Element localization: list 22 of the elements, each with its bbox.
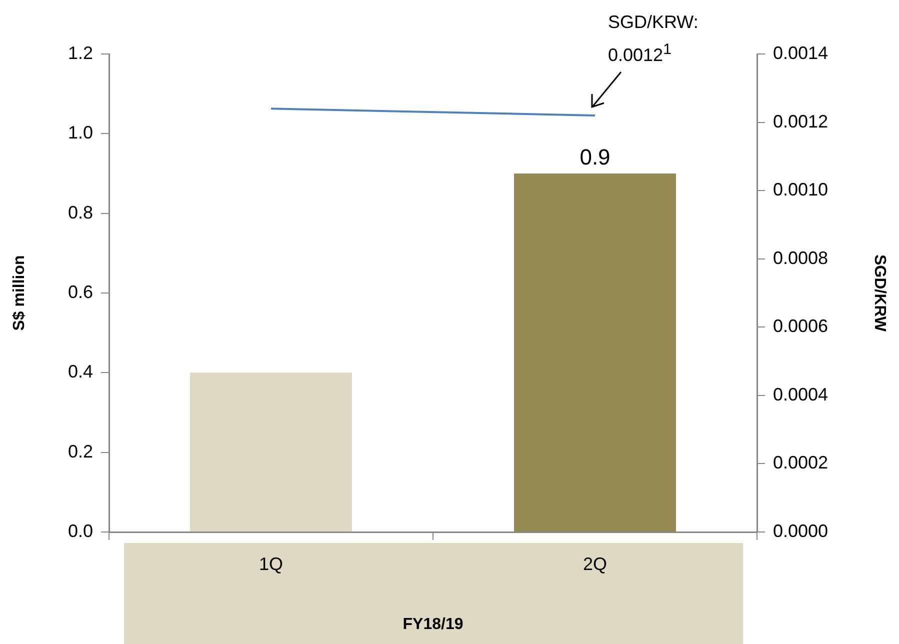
- x-axis-title: FY18/19: [402, 616, 464, 633]
- y2-tick-label: 0.0000: [773, 520, 828, 541]
- y-tick-label: 1.0: [68, 122, 93, 143]
- y2-tick-label: 0.0010: [773, 180, 828, 200]
- y-tick-label: 1.2: [68, 42, 93, 63]
- y-axis-title: S$ million: [11, 255, 28, 331]
- y2-tick-label: 0.0006: [773, 316, 828, 336]
- y-tick-label: 0.8: [68, 202, 93, 222]
- y2-tick-label: 0.0002: [773, 452, 828, 473]
- data-label: 0.9: [580, 144, 610, 170]
- annotation: SGD/KRW: 0.0012$^{1}$: [608, 11, 700, 67]
- y-tick-label: 0.0: [68, 520, 93, 541]
- y-tick-label: 0.6: [68, 282, 93, 302]
- x-tick-label: 2Q: [582, 554, 608, 574]
- y2-tick-label: 0.0014: [773, 42, 828, 63]
- y2-tick-label: 0.0004: [773, 384, 828, 404]
- y-tick-label: 0.4: [68, 362, 93, 382]
- y2-tick-label: 0.0012: [773, 111, 828, 132]
- y2-axis-title: SGD/KRW: [870, 254, 888, 332]
- x-tick-label: 1Q: [258, 554, 284, 574]
- y-tick-label: 0.2: [68, 441, 93, 462]
- y2-tick-label: 0.0008: [773, 248, 828, 268]
